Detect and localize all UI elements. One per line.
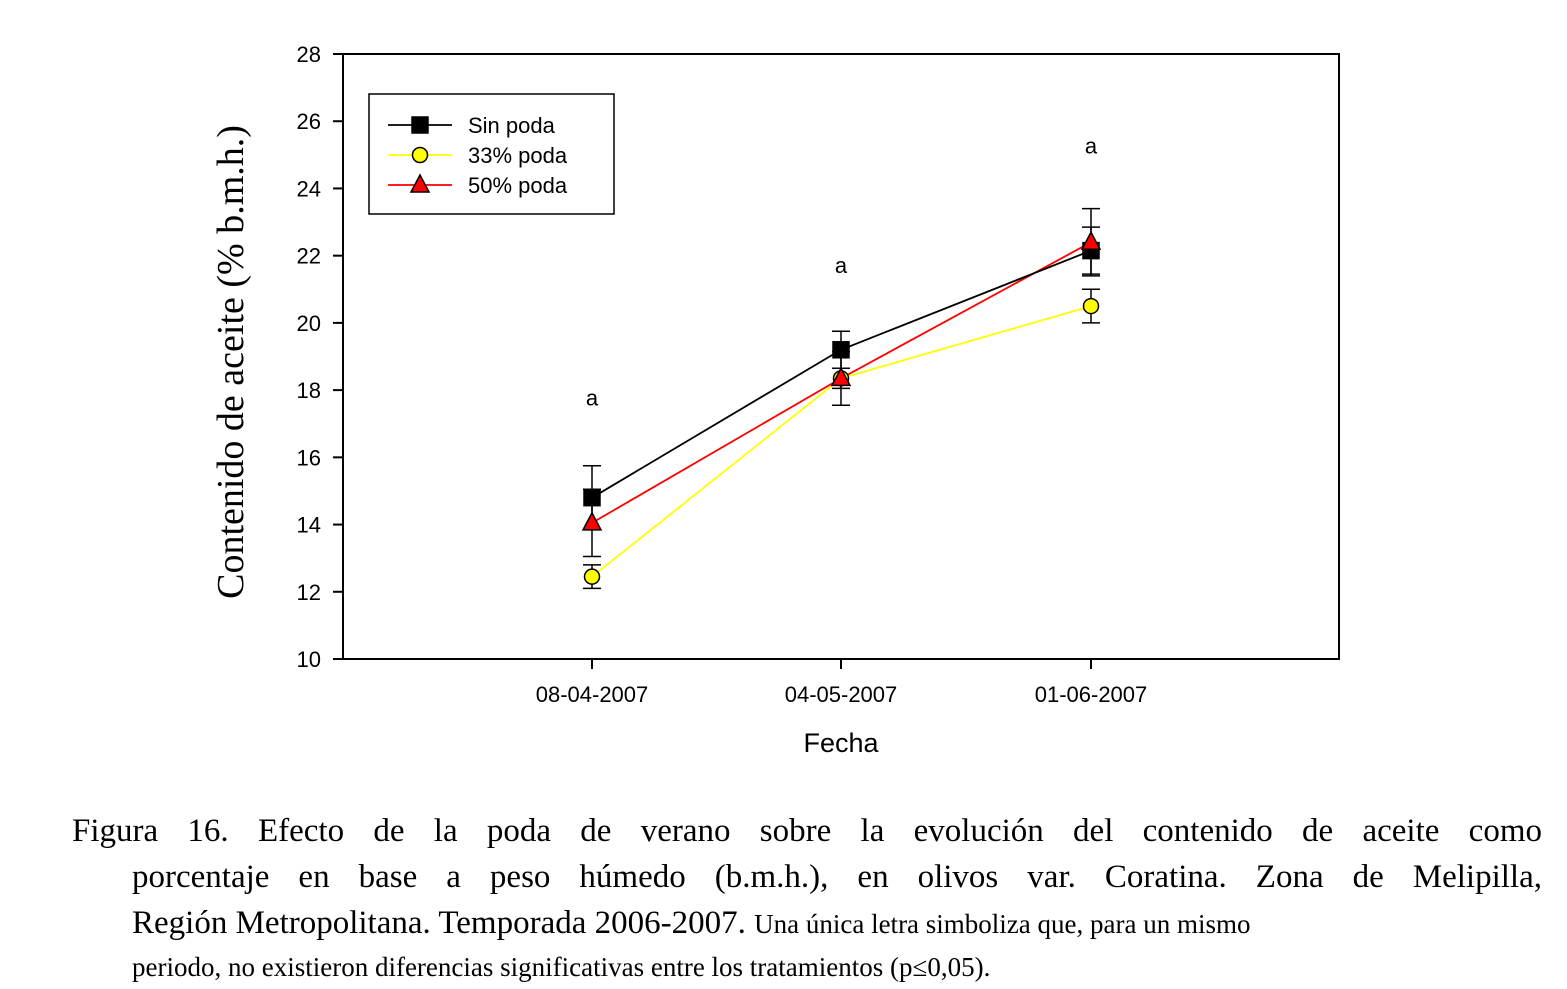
y-tick-label: 12: [297, 580, 321, 605]
legend: Sin poda 33% poda 50% poda: [368, 93, 615, 215]
legend-marker: [411, 146, 429, 164]
y-tick-label: 18: [297, 378, 321, 403]
legend-marker: [411, 116, 429, 134]
legend-box: [368, 93, 615, 215]
data-point: [830, 366, 852, 387]
caption-line-1: Figura 16. Efecto de la poda de verano s…: [72, 813, 1542, 849]
significance-label: a: [586, 386, 599, 411]
caption-line-2: porcentaje en base a peso húmedo (b.m.h.…: [132, 859, 1542, 895]
x-axis: 08-04-2007 04-05-2007 01-06-2007: [536, 659, 1148, 707]
y-tick-label: 16: [297, 445, 321, 470]
y-tick-label: 26: [297, 109, 321, 134]
figure-caption: Figura 16. Efecto de la poda de verano s…: [72, 808, 1542, 987]
data-point: [832, 341, 850, 359]
data-point: [1082, 297, 1100, 315]
data-point: [1080, 230, 1102, 250]
data-point: [583, 568, 601, 585]
legend-marker: [409, 173, 431, 193]
x-tick-label: 04-05-2007: [785, 682, 898, 707]
y-tick-label: 28: [297, 42, 321, 67]
legend-label: Sin poda: [468, 113, 556, 138]
series-layer: [581, 207, 1102, 590]
x-tick-label: 01-06-2007: [1035, 682, 1148, 707]
caption-line-3-main: Región Metropolitana. Temporada 2006-200…: [132, 905, 746, 941]
caption-line-3: Región Metropolitana. Temporada 2006-200…: [72, 900, 1542, 947]
legend-label: 50% poda: [468, 173, 568, 198]
y-tick-label: 22: [297, 244, 321, 269]
x-axis-title: Fecha: [803, 728, 879, 758]
chart: 10 12 14 16 18 20 22 24 26 28 08-04-2007 04-05-200…: [210, 42, 1340, 758]
y-tick-label: 14: [297, 513, 321, 538]
significance-label: a: [835, 253, 848, 278]
data-point: [581, 511, 603, 531]
data-point: [583, 488, 601, 507]
y-tick-label: 24: [297, 176, 321, 201]
y-axis: 10 12 14 16 18 20 22 24 26 28: [297, 42, 343, 672]
caption-line-3-note: Una única letra simboliza que, para un m…: [754, 909, 1251, 939]
legend-label: 33% poda: [468, 143, 568, 168]
annotation-layer: a a a: [586, 133, 1098, 410]
x-tick-label: 08-04-2007: [536, 682, 649, 707]
caption-line-4: periodo, no existieron diferencias signi…: [132, 952, 991, 982]
y-tick-label: 20: [297, 311, 321, 336]
y-axis-title: Contenido de aceite (% b.m.h.): [210, 125, 252, 599]
significance-label: a: [1085, 133, 1098, 158]
y-tick-label: 10: [297, 647, 321, 672]
